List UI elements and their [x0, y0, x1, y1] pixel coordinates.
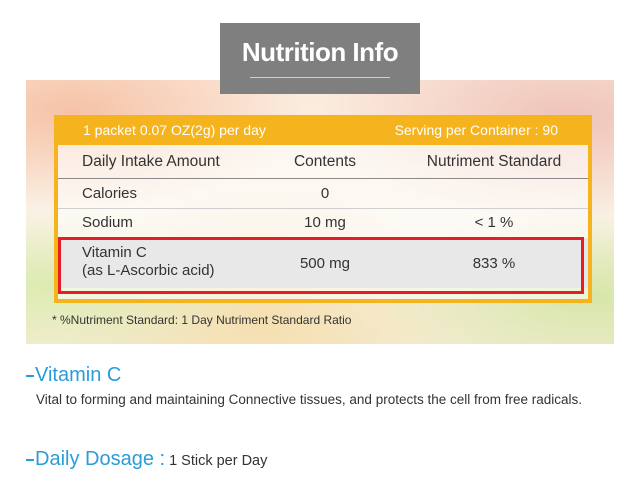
row-name-sub: (as L-Ascorbic acid)	[82, 262, 215, 279]
row-name-block: Vitamin C (as L-Ascorbic acid)	[82, 244, 215, 280]
daily-dosage-title: Daily Dosage :	[35, 448, 166, 470]
row-name: Vitamin C	[82, 244, 147, 261]
serving-size: 1 packet 0.07 OZ(2g) per day	[83, 122, 266, 138]
vitamin-c-description: Vital to forming and maintaining Connect…	[36, 392, 583, 407]
col-header-standard: Nutriment Standard	[426, 153, 562, 170]
row-name: Sodium	[82, 214, 133, 231]
servings-per-container: Serving per Container : 90	[394, 122, 558, 138]
row-name: Calories	[82, 185, 138, 202]
col-header-intake: Daily Intake Amount	[82, 153, 220, 170]
footnote: * %Nutriment Standard: 1 Day Nutriment S…	[52, 313, 352, 327]
row-contents: 0	[320, 185, 330, 202]
col-header-contents: Contents	[293, 153, 357, 170]
vitamin-c-title: Vitamin C	[35, 364, 122, 386]
daily-dosage-value: 1 Stick per Day	[169, 453, 268, 469]
dash-marker	[26, 458, 34, 461]
table-row-highlighted: Vitamin C (as L-Ascorbic acid) 500 mg 83…	[58, 238, 588, 288]
section-title-box: Nutrition Info	[220, 23, 420, 94]
serving-header-bar: 1 packet 0.07 OZ(2g) per day Serving per…	[54, 115, 592, 145]
row-standard: < 1 %	[474, 214, 514, 231]
row-contents: 10 mg	[304, 214, 346, 231]
vitamin-c-heading: Vitamin C	[26, 364, 121, 387]
row-standard: 833 %	[472, 255, 516, 272]
title-underline	[250, 77, 390, 78]
dash-marker	[26, 374, 34, 377]
row-contents: 500 mg	[299, 255, 351, 272]
table-row: Sodium 10 mg < 1 %	[58, 208, 588, 239]
table-row: Calories 0	[58, 178, 588, 209]
table-header-row: Daily Intake Amount Contents Nutriment S…	[58, 148, 588, 179]
daily-dosage-heading: Daily Dosage :1 Stick per Day	[26, 448, 267, 471]
page-title: Nutrition Info	[241, 37, 399, 67]
highlight-box	[58, 237, 584, 294]
